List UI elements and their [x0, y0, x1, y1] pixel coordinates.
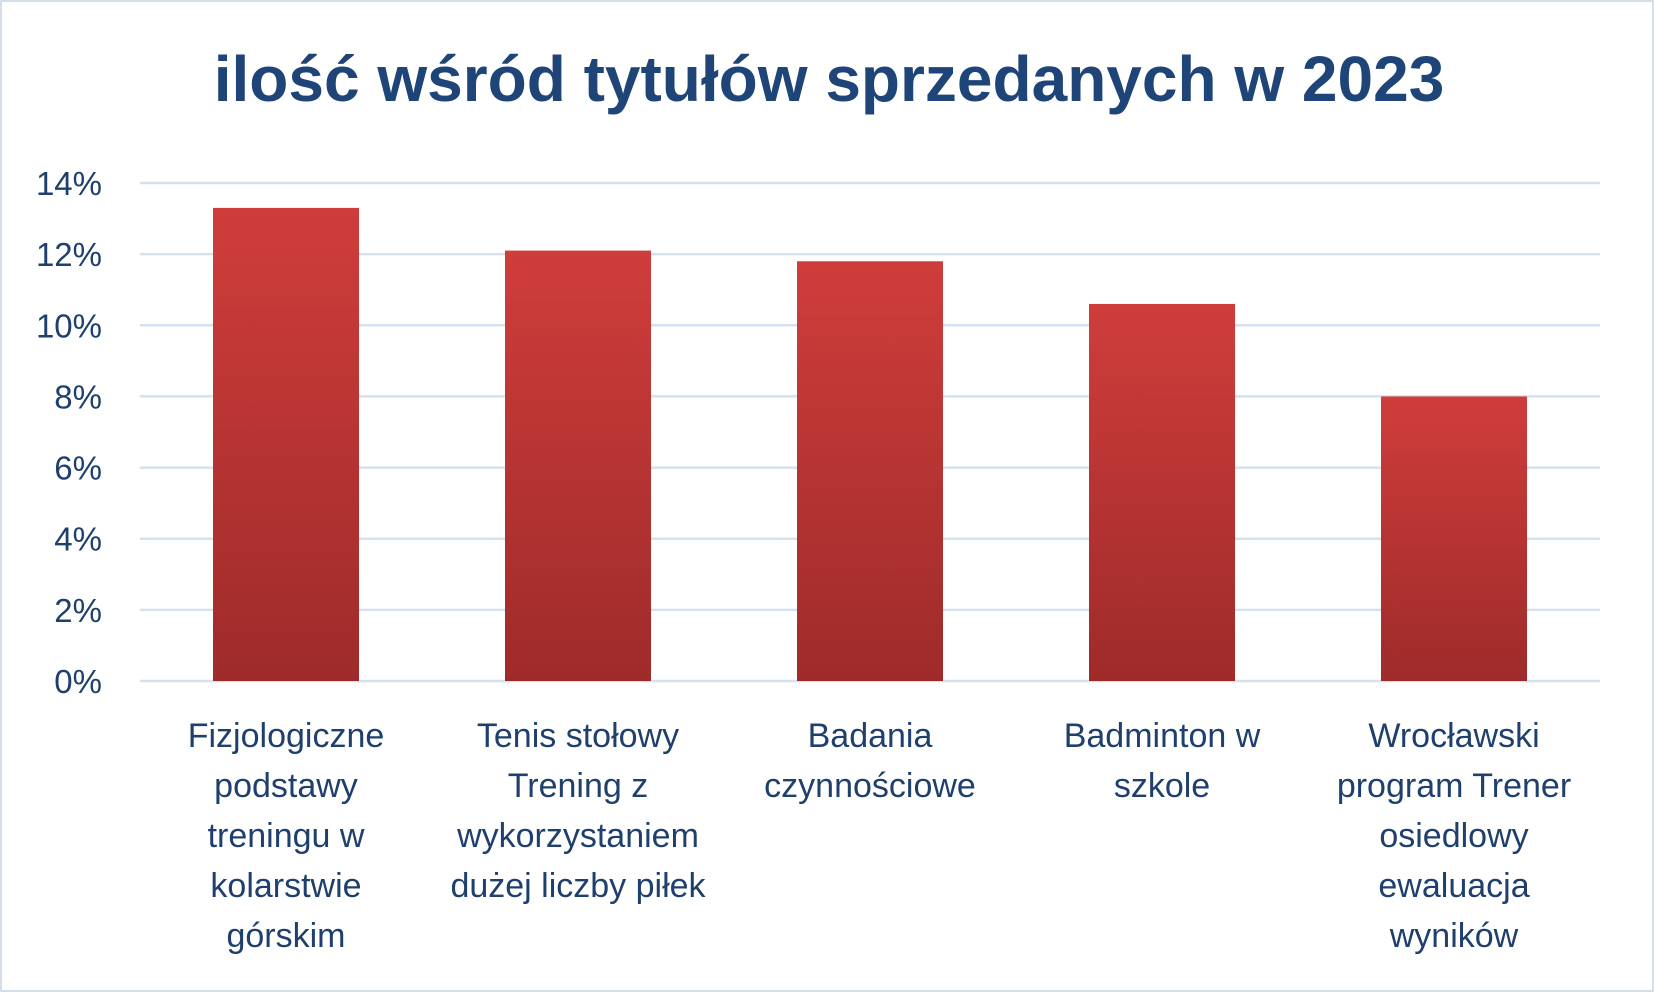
x-category-label-line: dużej liczby piłek — [450, 867, 706, 905]
bar — [1381, 396, 1527, 681]
y-tick-label: 8% — [54, 378, 102, 415]
x-category-label-line: Tenis stołowy — [477, 717, 679, 755]
x-category-label: Badminton w szkole — [1064, 717, 1261, 805]
x-category-label: Tenis stołowy Trening z wykorzystaniem duże… — [450, 717, 706, 905]
x-category-label: Fizjologiczne podstawy treningu w kolarstwi… — [188, 717, 385, 955]
x-category-label-line: wykorzystaniem — [456, 817, 699, 855]
chart-title: ilość wśród tytułów sprzedanych w 2023 — [213, 43, 1445, 115]
y-tick-label: 6% — [54, 450, 102, 487]
x-category-label: Badania czynnościowe — [764, 717, 976, 805]
y-tick-label: 12% — [36, 236, 102, 273]
x-category-label-line: podstawy — [214, 767, 358, 805]
x-category-label-line: program Trener — [1337, 767, 1571, 805]
bars — [213, 207, 1527, 682]
x-category-label-line: Badminton w — [1064, 717, 1261, 755]
x-category-label-line: treningu w — [208, 817, 365, 855]
x-category-label-line: kolarstwie — [210, 867, 361, 905]
bar — [505, 250, 651, 682]
y-axis: 0% 2% 4% 6% 8% 10% 12% 14% — [36, 165, 102, 700]
x-category-label-line: Wrocławski — [1368, 717, 1539, 755]
x-category-label: Wrocławski program Trener osiedlowy ewaluac… — [1337, 717, 1571, 955]
x-axis: Fizjologiczne podstawy treningu w kolarstwi… — [188, 717, 1571, 955]
bar — [213, 207, 359, 681]
y-tick-label: 4% — [54, 521, 102, 558]
y-tick-label: 10% — [36, 307, 102, 344]
x-category-label-line: Fizjologiczne — [188, 717, 385, 755]
y-tick-label: 14% — [36, 165, 102, 202]
x-category-label-line: wyników — [1389, 917, 1519, 955]
x-category-label-line: Badania — [808, 717, 933, 755]
bar — [1089, 303, 1235, 681]
bar — [797, 261, 943, 681]
x-category-label-line: ewaluacja — [1378, 867, 1529, 905]
y-tick-label: 2% — [54, 592, 102, 629]
x-category-label-line: osiedlowy — [1379, 817, 1528, 855]
x-category-label-line: górskim — [226, 917, 345, 955]
y-tick-label: 0% — [54, 663, 102, 700]
x-category-label-line: czynnościowe — [764, 767, 976, 805]
x-category-label-line: Trening z — [508, 767, 648, 805]
x-category-label-line: szkole — [1114, 767, 1210, 805]
